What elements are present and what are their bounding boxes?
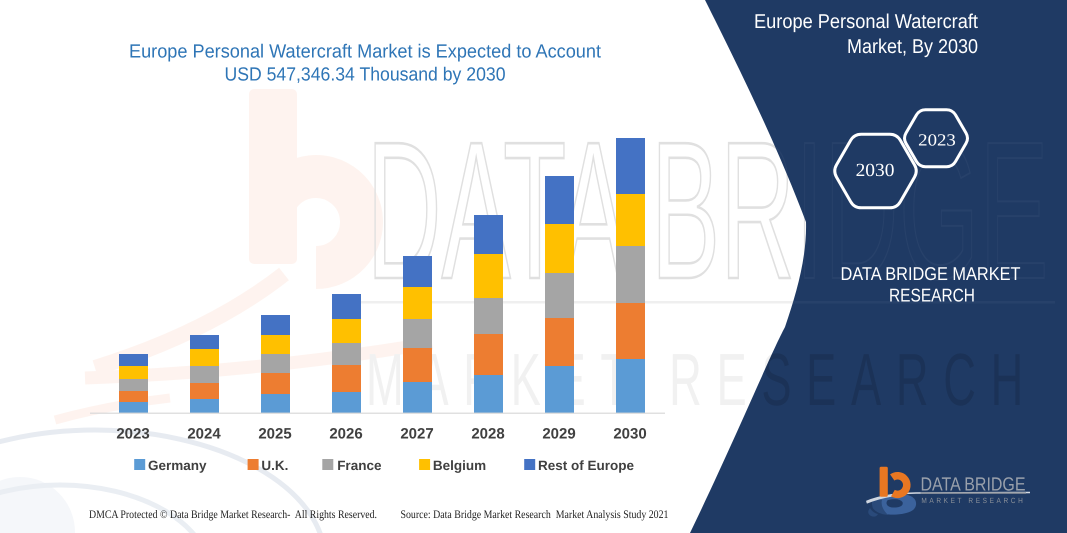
svg-text:2028: 2028 <box>471 426 504 443</box>
svg-text:Source: Data Bridge Market Res: Source: Data Bridge Market Research Mark… <box>401 509 669 521</box>
svg-text:U.K.: U.K. <box>261 458 288 473</box>
svg-text:2027: 2027 <box>400 426 433 443</box>
svg-text:2030: 2030 <box>613 426 646 443</box>
svg-text:Belgium: Belgium <box>433 458 486 473</box>
svg-text:2023: 2023 <box>918 131 956 150</box>
svg-text:2026: 2026 <box>329 426 362 443</box>
svg-text:DATA BRIDGE: DATA BRIDGE <box>921 475 1026 496</box>
svg-text:Germany: Germany <box>148 458 207 473</box>
svg-text:2024: 2024 <box>187 426 221 443</box>
svg-text:France: France <box>337 458 382 473</box>
svg-text:Market, By 2030: Market, By 2030 <box>847 36 978 58</box>
svg-text:DATA BRIDGE MARKET: DATA BRIDGE MARKET <box>841 263 1021 284</box>
svg-text:Europe Personal Watercraft: Europe Personal Watercraft <box>754 11 978 33</box>
svg-text:Europe Personal Watercraft Mar: Europe Personal Watercraft Market is Exp… <box>129 42 602 63</box>
svg-text:DMCA Protected © Data Bridge M: DMCA Protected © Data Bridge Market Rese… <box>89 509 377 521</box>
svg-text:USD 547,346.34 Thousand by 203: USD 547,346.34 Thousand by 2030 <box>225 65 506 86</box>
svg-text:RESEARCH: RESEARCH <box>889 284 975 305</box>
svg-text:MARKET RESEARCH: MARKET RESEARCH <box>921 496 1025 505</box>
svg-text:2025: 2025 <box>258 426 291 443</box>
svg-text:2030: 2030 <box>856 161 895 181</box>
svg-text:2029: 2029 <box>542 426 575 443</box>
svg-text:2023: 2023 <box>116 426 149 443</box>
svg-text:MARKET RESEARCH: MARKET RESEARCH <box>366 338 1038 421</box>
svg-text:Rest of Europe: Rest of Europe <box>538 458 635 473</box>
